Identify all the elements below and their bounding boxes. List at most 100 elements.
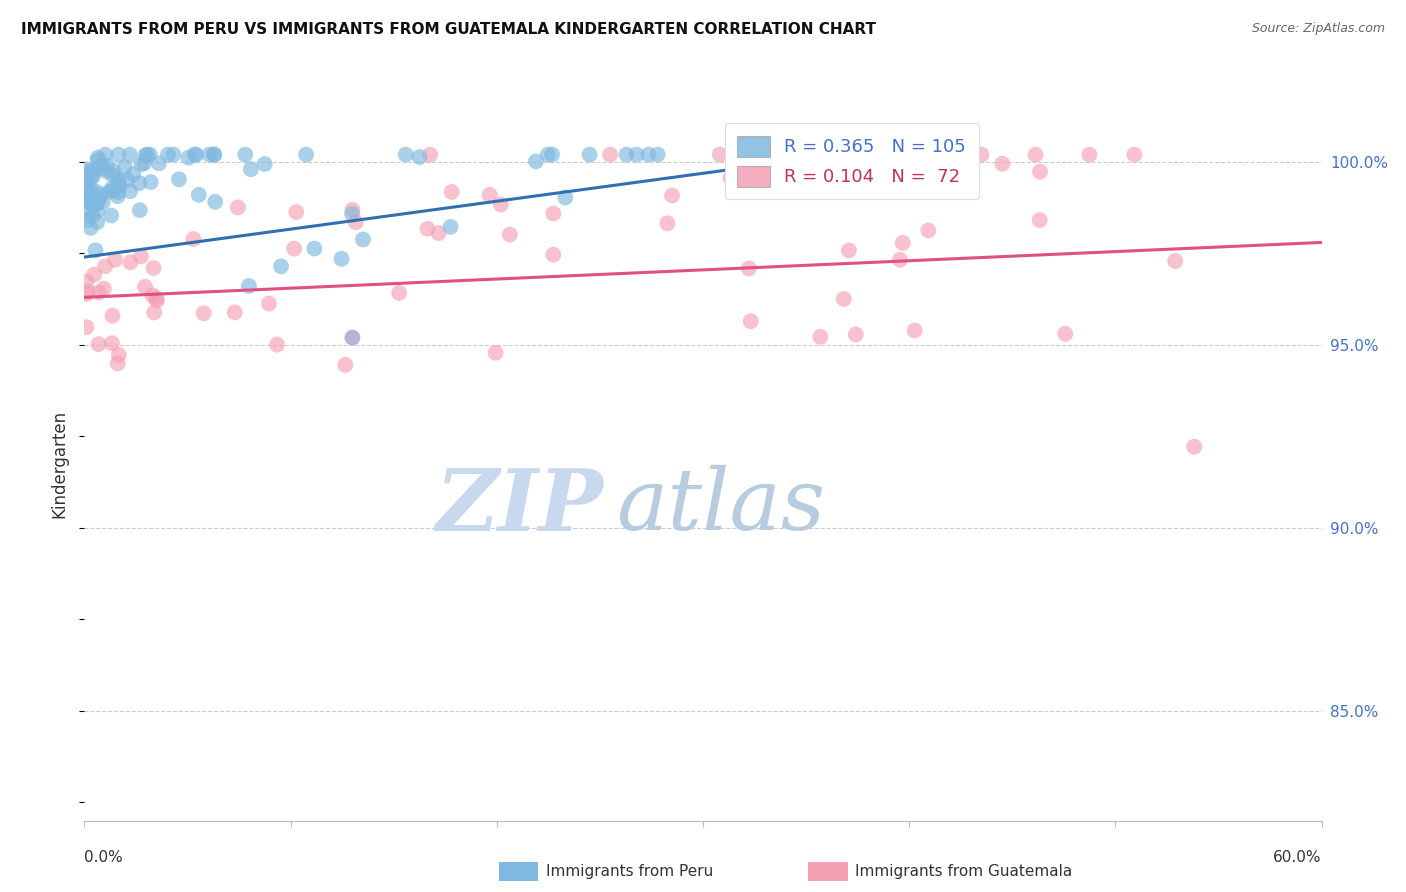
Point: [970, 147, 993, 161]
Point: [478, 187, 501, 202]
Point: [139, 175, 162, 189]
Point: [789, 147, 811, 161]
Point: [647, 147, 669, 161]
Point: [128, 176, 150, 190]
Point: [84, 185, 107, 199]
Point: [107, 189, 129, 203]
Point: [733, 183, 755, 197]
Point: [395, 147, 418, 161]
Point: [93, 282, 115, 296]
Point: [177, 151, 200, 165]
Point: [131, 157, 153, 171]
Point: [100, 182, 122, 196]
Point: [661, 188, 683, 202]
Point: [838, 244, 860, 258]
Point: [76, 213, 98, 227]
Point: [541, 147, 564, 161]
Text: ZIP: ZIP: [436, 465, 605, 549]
Point: [543, 206, 565, 220]
Point: [87, 285, 110, 300]
Point: [87, 337, 110, 351]
Point: [156, 147, 179, 161]
Point: [75, 287, 97, 301]
Point: [340, 207, 363, 221]
Point: [148, 156, 170, 170]
Point: [184, 147, 207, 161]
Point: [485, 345, 508, 359]
Point: [193, 306, 215, 320]
Point: [75, 208, 97, 222]
Point: [198, 147, 221, 161]
Point: [75, 162, 97, 177]
Point: [86, 204, 108, 219]
Point: [891, 235, 914, 250]
Point: [120, 255, 142, 269]
Point: [90, 161, 112, 176]
Text: 60.0%: 60.0%: [1274, 850, 1322, 865]
Point: [904, 323, 927, 337]
Point: [814, 147, 837, 161]
Point: [162, 147, 184, 161]
Point: [101, 168, 124, 182]
Point: [889, 252, 911, 267]
Point: [84, 244, 107, 258]
Legend: R = 0.365   N = 105, R = 0.104   N =  72: R = 0.365 N = 105, R = 0.104 N = 72: [724, 123, 979, 199]
Text: Immigrants from Peru: Immigrants from Peru: [546, 864, 713, 879]
Point: [91, 195, 114, 210]
Point: [103, 184, 125, 198]
Point: [304, 242, 326, 256]
Point: [136, 147, 159, 161]
Point: [75, 172, 97, 186]
Point: [1164, 254, 1187, 268]
Text: IMMIGRANTS FROM PERU VS IMMIGRANTS FROM GUATEMALA KINDERGARTEN CORRELATION CHART: IMMIGRANTS FROM PERU VS IMMIGRANTS FROM …: [21, 22, 876, 37]
Point: [146, 293, 169, 308]
Point: [82, 198, 104, 212]
Point: [75, 275, 97, 289]
Point: [202, 147, 225, 161]
Point: [657, 216, 679, 230]
Point: [77, 186, 100, 200]
Point: [94, 147, 117, 161]
Point: [489, 197, 512, 211]
Point: [1182, 440, 1205, 454]
Point: [616, 147, 638, 161]
Point: [86, 215, 108, 229]
Point: [330, 252, 353, 266]
Point: [87, 192, 110, 206]
Point: [202, 147, 225, 161]
Point: [257, 296, 280, 310]
Point: [183, 232, 205, 246]
Point: [76, 194, 98, 208]
Point: [135, 148, 157, 162]
Point: [83, 268, 105, 282]
Point: [416, 221, 439, 235]
Point: [745, 147, 768, 161]
Point: [120, 184, 142, 198]
Point: [115, 173, 138, 187]
Point: [79, 163, 101, 178]
Point: [143, 305, 166, 319]
Point: [139, 147, 162, 161]
Point: [342, 330, 364, 344]
Point: [920, 147, 942, 161]
Point: [98, 185, 121, 199]
Point: [943, 147, 966, 161]
Text: Immigrants from Guatemala: Immigrants from Guatemala: [855, 864, 1073, 879]
Point: [917, 223, 939, 237]
Point: [142, 260, 165, 275]
Point: [554, 190, 576, 204]
Point: [145, 291, 167, 305]
Point: [295, 147, 318, 161]
Text: Source: ZipAtlas.com: Source: ZipAtlas.com: [1251, 22, 1385, 36]
Point: [134, 279, 156, 293]
Point: [82, 169, 104, 184]
Point: [499, 227, 522, 242]
Point: [82, 188, 104, 202]
Point: [991, 157, 1014, 171]
Point: [76, 173, 98, 187]
Point: [100, 209, 122, 223]
Point: [344, 215, 367, 229]
Point: [79, 189, 101, 203]
Point: [80, 196, 103, 211]
Point: [86, 197, 108, 211]
